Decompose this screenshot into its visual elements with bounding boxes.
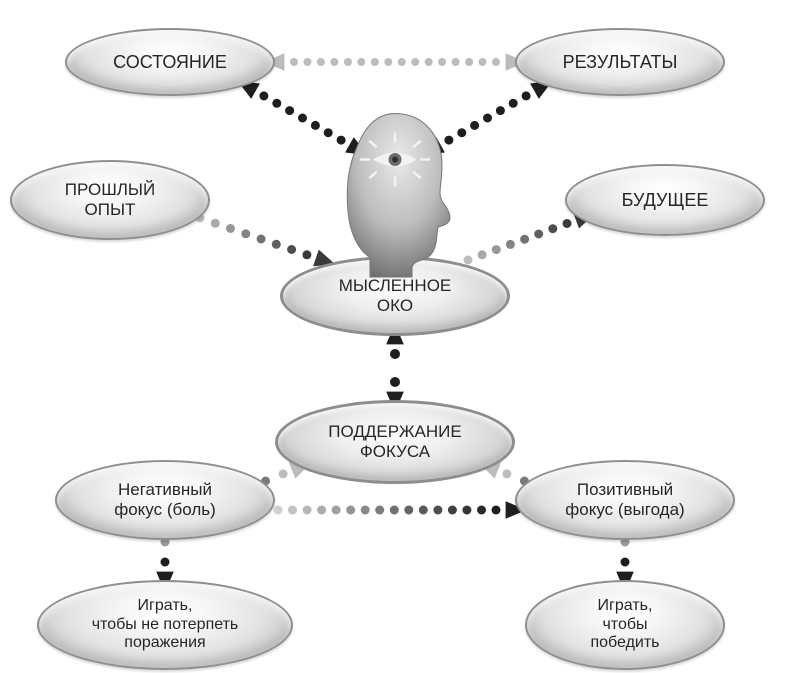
node-play-to-win: Играть,чтобыпобедить	[525, 580, 725, 670]
node-label: ПОДДЕРЖАНИЕФОКУСА	[328, 422, 461, 461]
edge-state-mind	[237, 81, 367, 155]
edge-neg-pos	[274, 501, 527, 519]
node-label: МЫСЛЕННОЕОКО	[339, 276, 452, 315]
node-future: БУДУЩЕЕ	[565, 164, 765, 236]
node-neg-focus: Негативныйфокус (боль)	[55, 460, 275, 540]
node-mind-eye: МЫСЛЕННОЕОКО	[280, 256, 510, 336]
diagram-canvas: { "canvas": { "width": 790, "height": 67…	[0, 0, 790, 673]
node-state: СОСТОЯНИЕ	[65, 28, 275, 96]
edge-past-mind	[196, 214, 336, 267]
node-label: СОСТОЯНИЕ	[113, 52, 227, 73]
node-focus: ПОДДЕРЖАНИЕФОКУСА	[275, 400, 515, 484]
node-label: БУДУЩЕЕ	[622, 190, 709, 211]
node-results: РЕЗУЛЬТАТЫ	[515, 28, 725, 96]
node-pos-focus: Позитивныйфокус (выгода)	[515, 460, 735, 540]
node-label: РЕЗУЛЬТАТЫ	[563, 52, 678, 73]
edges-layer	[0, 0, 790, 673]
node-label: Негативныйфокус (боль)	[114, 480, 216, 519]
edge-mind-future	[464, 212, 596, 265]
edge-state-results	[264, 53, 527, 71]
node-label: Играть,чтобы не потерпетьпоражения	[92, 597, 239, 652]
node-label: Позитивныйфокус (выгода)	[565, 480, 684, 519]
node-past: ПРОШЛЫЙОПЫТ	[10, 160, 210, 240]
node-label: Играть,чтобыпобедить	[590, 597, 659, 652]
node-label: ПРОШЛЫЙОПЫТ	[65, 180, 155, 219]
node-play-not-lose: Играть,чтобы не потерпетьпоражения	[37, 580, 293, 670]
edge-results-mind	[422, 81, 552, 155]
